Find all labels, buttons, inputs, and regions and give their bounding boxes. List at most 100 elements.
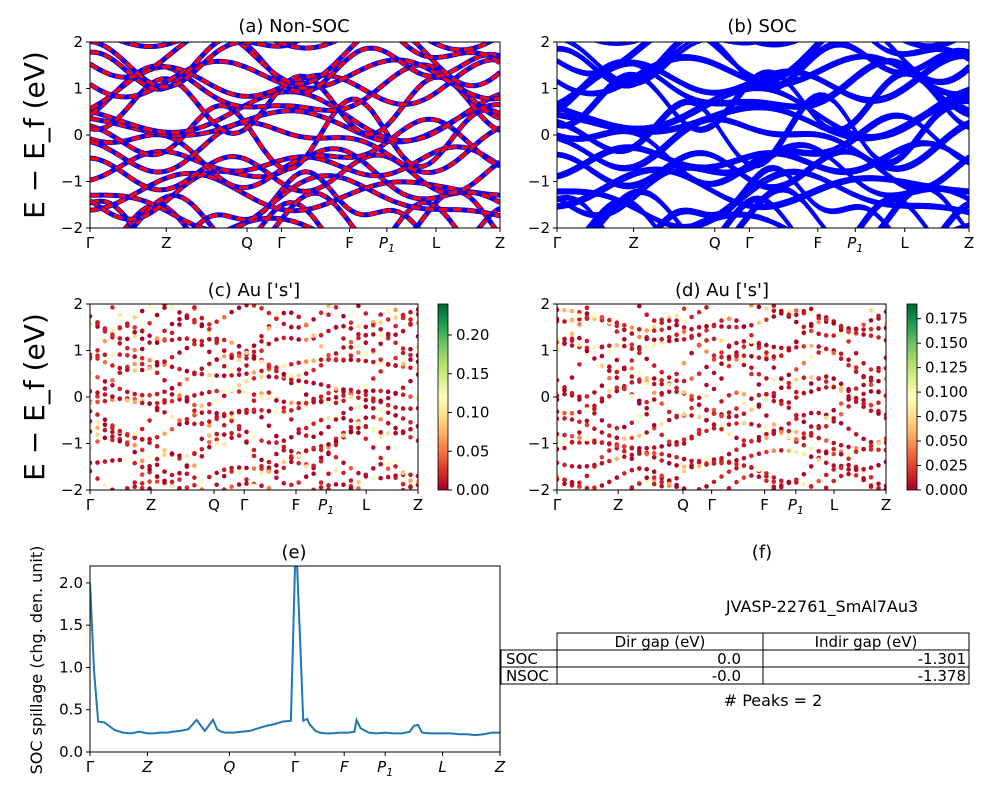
projection-point <box>584 305 590 311</box>
projection-point <box>696 487 702 490</box>
projection-point <box>229 430 234 436</box>
projection-point <box>184 336 190 341</box>
projection-point <box>592 426 597 431</box>
projection-point <box>838 421 844 426</box>
projection-point <box>177 485 182 490</box>
projection-point <box>385 389 391 394</box>
projection-point <box>674 454 679 460</box>
projection-point <box>607 423 612 428</box>
panel-a-ylabel: E − E_f (eV) <box>18 51 51 219</box>
band-down-line <box>90 42 500 95</box>
projection-point <box>808 454 814 459</box>
projection-point <box>259 483 264 489</box>
projection-point <box>259 414 264 420</box>
projection-point <box>711 407 717 413</box>
projection-point <box>296 401 301 406</box>
projection-point <box>199 410 205 415</box>
projection-point <box>771 314 777 319</box>
projection-point <box>734 406 739 411</box>
projection-point <box>666 382 672 387</box>
band-soc-line <box>557 42 969 92</box>
projection-point <box>704 428 709 434</box>
projection-point <box>584 473 590 479</box>
projection-point <box>599 461 605 466</box>
projection-point <box>408 309 413 315</box>
projection-point <box>363 415 369 421</box>
projection-point <box>666 481 672 487</box>
projection-point <box>838 412 844 417</box>
projection-point <box>90 321 93 327</box>
projection-point <box>102 326 108 331</box>
projection-point <box>95 348 100 353</box>
projection-point <box>853 399 859 405</box>
projection-point <box>557 431 560 437</box>
projection-point <box>318 459 324 464</box>
projection-point <box>592 438 597 444</box>
projection-point <box>214 411 219 416</box>
projection-point <box>356 486 361 490</box>
projection-point <box>696 414 702 420</box>
projection-point <box>607 375 612 381</box>
projection-point <box>154 370 160 376</box>
projection-point <box>125 458 130 463</box>
projection-point <box>801 435 807 441</box>
projection-point <box>303 474 309 479</box>
projection-point <box>326 401 331 406</box>
projection-point <box>125 353 130 358</box>
projection-point <box>557 316 560 322</box>
band-soc-line <box>557 118 969 172</box>
projection-point <box>296 325 301 330</box>
projection-point <box>400 406 406 411</box>
projection-point <box>408 394 413 399</box>
projection-point <box>808 310 814 316</box>
projection-point <box>326 486 331 490</box>
projection-point <box>110 487 115 490</box>
projection-point <box>651 455 657 460</box>
projection-point <box>296 360 301 366</box>
projection-point <box>883 338 886 343</box>
band-soc-line <box>566 42 969 84</box>
projection-point <box>614 443 620 448</box>
projection-point <box>184 368 190 374</box>
projection-point <box>110 458 115 463</box>
projection-point <box>689 405 694 411</box>
projection-point <box>162 469 167 474</box>
projection-point <box>207 361 212 367</box>
projection-point <box>363 351 369 356</box>
panel-a-ytick-label: 1 <box>73 80 83 98</box>
panel-e-ytick-label: 0.5 <box>59 701 83 719</box>
projection-point <box>622 343 627 349</box>
projection-point <box>177 453 182 459</box>
projection-point <box>823 412 829 418</box>
projection-point <box>363 392 369 398</box>
projection-point <box>756 423 762 428</box>
projection-point <box>371 445 376 450</box>
projection-point <box>259 470 264 476</box>
projection-point <box>629 346 635 351</box>
projection-point <box>794 412 799 418</box>
projection-point <box>749 323 754 328</box>
projection-point <box>274 368 279 374</box>
projection-point <box>644 312 649 317</box>
projection-point <box>577 316 582 322</box>
projection-point <box>749 365 754 371</box>
projection-point <box>289 377 294 382</box>
projection-point <box>192 408 197 413</box>
projection-point <box>385 445 391 451</box>
projection-point <box>259 457 264 463</box>
projection-point <box>883 355 886 360</box>
projection-point <box>333 400 339 406</box>
projection-point <box>607 448 612 453</box>
projection-point <box>229 355 234 360</box>
colorbar-d-tick-label: 0.125 <box>925 359 968 377</box>
projection-point <box>883 447 886 453</box>
projection-point <box>853 330 859 336</box>
projection-point <box>229 415 234 420</box>
projection-point <box>557 377 560 383</box>
projection-point <box>599 315 605 320</box>
projection-point <box>378 408 384 413</box>
projection-point <box>734 479 739 485</box>
projection-point <box>333 468 339 473</box>
projection-point <box>393 307 398 313</box>
